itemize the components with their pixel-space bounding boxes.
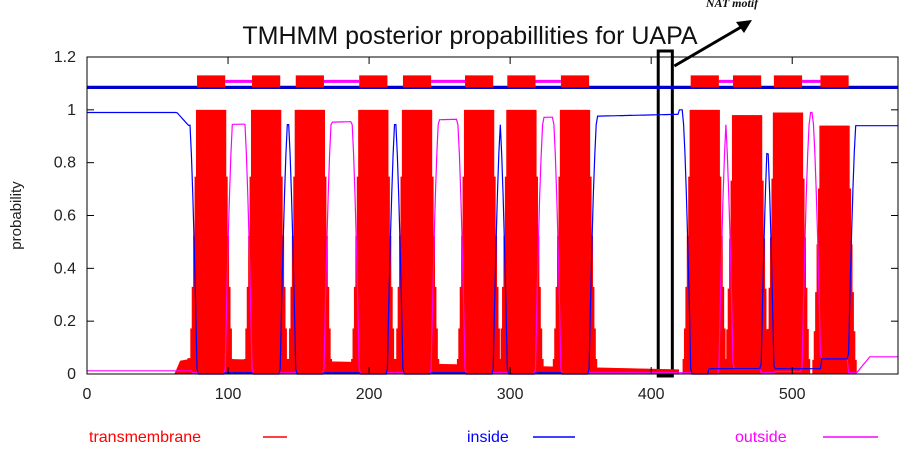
- x-tick-label: 500: [779, 386, 806, 403]
- topology-helix-box: [732, 75, 762, 88]
- y-tick-label: 0.4: [54, 260, 76, 277]
- topology-helix-box: [690, 75, 719, 88]
- nat-motif-annotation: NAT motif: [656, 0, 759, 378]
- topology-helix-box: [773, 75, 803, 88]
- plot-area: 0 100 200 300 400 500 0 0.2 0.4 0.6 0.8 1 1.2: [54, 49, 899, 403]
- nat-motif-box: [656, 49, 674, 378]
- legend-inside-label: inside: [467, 429, 509, 446]
- y-axis-label: probability: [8, 181, 25, 250]
- topology-helix-box: [252, 75, 281, 88]
- y-tick-label: 0.6: [54, 208, 76, 225]
- topology-helix-box: [464, 75, 494, 88]
- y-tick-label: 1: [67, 102, 76, 119]
- topology-helix-box: [197, 75, 226, 88]
- legend-outside-label: outside: [735, 429, 787, 446]
- x-tick-label: 200: [356, 386, 383, 403]
- topology-helix-box: [820, 75, 849, 88]
- x-tick-label: 400: [638, 386, 665, 403]
- y-tick-label: 0.2: [54, 313, 76, 330]
- legend-transmembrane-label: transmembrane: [89, 429, 201, 446]
- topology-helix-box: [507, 75, 536, 88]
- y-tick-label: 0: [67, 366, 76, 383]
- y-tick-label: 1.2: [54, 49, 76, 66]
- legend: transmembrane inside outside: [89, 429, 878, 446]
- nat-motif-arrowhead: [736, 20, 752, 33]
- topology-helix-box: [560, 75, 590, 88]
- x-tick-label: 100: [215, 386, 242, 403]
- topology-helix-box: [295, 75, 324, 88]
- y-tick-label: 0.8: [54, 155, 76, 172]
- x-tick-label: 300: [497, 386, 524, 403]
- x-tick-label: 0: [83, 386, 92, 403]
- chart-title: TMHMM posterior propabillities for UAPA: [242, 22, 698, 50]
- topology-helix-box: [402, 75, 432, 88]
- topology-helix-box: [359, 75, 388, 88]
- nat-motif-label: NAT motif: [705, 0, 759, 10]
- nat-motif-arrow: [673, 21, 749, 68]
- tm-nterm-hump: [174, 358, 198, 374]
